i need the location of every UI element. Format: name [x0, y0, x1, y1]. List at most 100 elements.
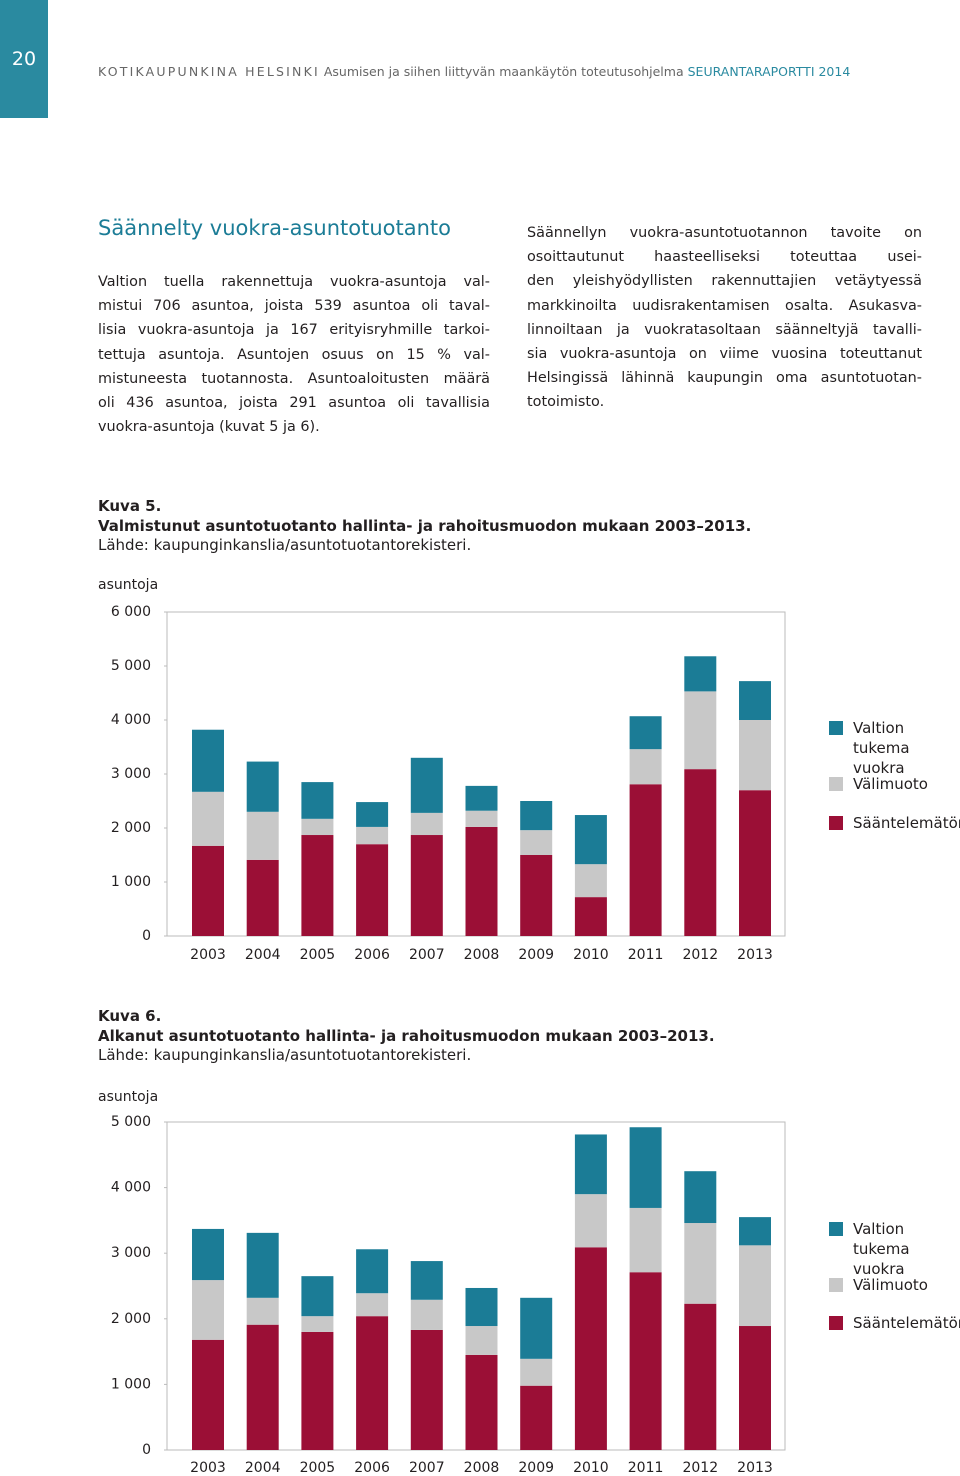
- x-tick-label: 2005: [300, 947, 336, 963]
- bar-segment: [465, 1326, 498, 1355]
- y-tick-label: 2 000: [111, 1311, 151, 1327]
- x-tick-label: 2008: [464, 947, 500, 963]
- y-tick-label: 6 000: [111, 604, 151, 620]
- bar-segment: [246, 811, 279, 860]
- bar-segment: [356, 1293, 389, 1317]
- bar-segment: [574, 1247, 607, 1450]
- legend-label: Valtion tukema vuokra: [853, 719, 910, 777]
- bar-segment: [465, 1354, 498, 1450]
- x-tick-label: 2003: [190, 947, 226, 963]
- x-tick-label: 2009: [518, 1460, 554, 1476]
- x-tick-label: 2011: [628, 1460, 664, 1476]
- text-line: linnoiltaan ja vuokratasoltaan säännelty…: [527, 321, 922, 338]
- figure-label: Kuva 6.: [98, 1007, 162, 1025]
- bar-segment: [465, 826, 498, 936]
- legend-item: Valtion tukema vuokra: [829, 718, 960, 778]
- x-tick-label: 2012: [682, 947, 718, 963]
- bar-segment: [465, 810, 498, 827]
- x-tick-label: 2013: [737, 1460, 773, 1476]
- y-tick-label: 4 000: [111, 712, 151, 728]
- bar-segment: [301, 782, 334, 819]
- bar-segment: [356, 1316, 389, 1450]
- text-line: vuokra-asuntoja (kuvat 5 ja 6).: [98, 419, 320, 436]
- x-tick-label: 2013: [737, 947, 773, 963]
- legend-item: Sääntelemätön: [829, 1313, 960, 1333]
- bar-segment: [574, 897, 607, 936]
- legend-label: Sääntelemätön: [853, 1314, 960, 1332]
- text-line: totoimisto.: [527, 394, 605, 411]
- text-line: mistuneesta tuotannosta. Asuntoaloituste…: [98, 370, 490, 387]
- figure-title: Alkanut asuntotuotanto hallinta- ja raho…: [98, 1026, 715, 1045]
- y-axis-label: asuntoja: [98, 577, 158, 593]
- x-tick-label: 2007: [409, 1460, 445, 1476]
- bar-segment: [739, 1245, 771, 1327]
- bar-segment: [520, 830, 553, 855]
- text-line: markkinoilta uudisrakentamisen osalta. A…: [527, 297, 922, 314]
- x-tick-label: 2010: [573, 947, 609, 963]
- y-tick-label: 0: [142, 928, 151, 944]
- bar-segment: [739, 790, 771, 936]
- text-line: tettuja asuntoja. Asuntojen osuus on 15 …: [98, 346, 490, 363]
- figure-title: Valmistunut asuntotuotanto hallinta- ja …: [98, 516, 752, 535]
- x-tick-label: 2008: [464, 1460, 500, 1476]
- bar-segment: [520, 855, 553, 936]
- bar-segment: [739, 681, 771, 720]
- bar-segment: [356, 1249, 389, 1294]
- bar-segment: [739, 1217, 771, 1246]
- y-tick-label: 4 000: [111, 1180, 151, 1196]
- bar-segment: [192, 1280, 224, 1340]
- bar-segment: [410, 1299, 443, 1330]
- bar-segment: [629, 749, 662, 785]
- text-column: Säännellyn vuokra-asuntotuotannon tavoit…: [527, 221, 922, 415]
- figure-source: Lähde: kaupunginkanslia/asuntotuotantore…: [98, 1046, 472, 1064]
- bar-segment: [684, 1223, 717, 1304]
- bar-segment: [246, 1297, 279, 1325]
- legend-label: Valtion tukema vuokra: [853, 1220, 910, 1278]
- bar-segment: [246, 859, 279, 936]
- x-tick-label: 2009: [518, 947, 554, 963]
- bar-segment: [684, 691, 717, 770]
- bar-segment: [684, 656, 717, 692]
- text-line: sia vuokra-asuntoja on viime vuosina tot…: [527, 346, 922, 363]
- x-tick-label: 2003: [190, 1460, 226, 1476]
- bar-segment: [410, 812, 443, 836]
- text-line: lisia vuokra-asuntoja ja 167 erityisryhm…: [98, 322, 490, 339]
- legend-swatch: [829, 1222, 843, 1236]
- bar-segment: [192, 791, 224, 846]
- bar-segment: [684, 769, 717, 936]
- bar-segment: [246, 761, 279, 812]
- x-tick-label: 2006: [354, 1460, 390, 1476]
- bar-segment: [739, 1326, 771, 1450]
- bar-segment: [629, 784, 662, 936]
- bar-segment: [192, 729, 224, 792]
- text-column: Valtion tuella rakennettuja vuokra-asunt…: [98, 270, 490, 439]
- text-line: Valtion tuella rakennettuja vuokra-asunt…: [98, 274, 490, 290]
- x-tick-label: 2004: [245, 1460, 281, 1476]
- bar-segment: [301, 1316, 334, 1332]
- bar-segment: [301, 1331, 334, 1450]
- bar-segment: [574, 1134, 607, 1195]
- y-tick-label: 2 000: [111, 820, 151, 836]
- legend-label: Välimuoto: [853, 1276, 928, 1294]
- figure-label: Kuva 5.: [98, 497, 162, 515]
- running-header: KOTIKAUPUNKINA HELSINKI Asumisen ja siih…: [98, 64, 850, 79]
- bar-segment: [629, 1127, 662, 1208]
- y-tick-label: 5 000: [111, 658, 151, 674]
- legend-swatch: [829, 1316, 843, 1330]
- x-tick-label: 2005: [300, 1460, 336, 1476]
- bar-segment: [356, 844, 389, 936]
- figure-source: Lähde: kaupunginkanslia/asuntotuotantore…: [98, 536, 472, 554]
- x-tick-label: 2004: [245, 947, 281, 963]
- text-line: mistui 706 asuntoa, joista 539 asuntoa o…: [98, 298, 490, 315]
- bar-segment: [629, 1272, 662, 1450]
- bar-segment: [684, 1303, 717, 1450]
- page-number: 20: [0, 0, 48, 118]
- text-line: oli 436 asuntoa, joista 291 asuntoa oli …: [98, 395, 490, 412]
- text-line: osoittautunut haasteelliseksi toteuttaa …: [527, 249, 922, 266]
- bar-segment: [410, 757, 443, 813]
- section-title: Säännelty vuokra-asuntotuotanto: [98, 216, 452, 240]
- bar-segment: [301, 1276, 334, 1317]
- bar-segment: [410, 835, 443, 936]
- x-tick-label: 2006: [354, 947, 390, 963]
- bar-segment: [465, 785, 498, 811]
